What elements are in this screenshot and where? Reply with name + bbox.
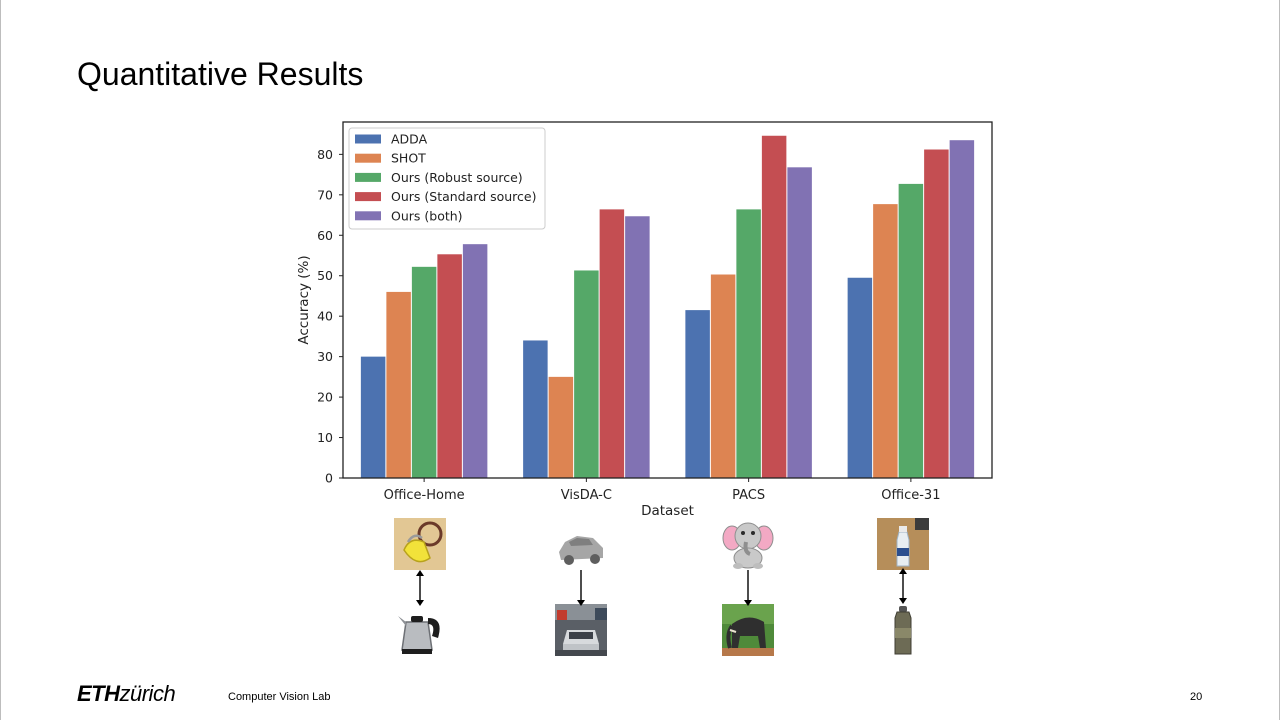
kettle-image bbox=[394, 604, 446, 656]
bar-0-2 bbox=[411, 266, 437, 478]
y-tick-label: 60 bbox=[317, 228, 333, 243]
y-tick-label: 40 bbox=[317, 309, 333, 324]
bar-0-0 bbox=[360, 356, 386, 478]
bar-0-4 bbox=[462, 244, 488, 478]
y-tick-label: 80 bbox=[317, 147, 333, 162]
legend-swatch bbox=[355, 211, 381, 221]
bar-2-3 bbox=[761, 135, 787, 478]
y-axis-label: Accuracy (%) bbox=[296, 255, 312, 344]
y-tick-label: 30 bbox=[317, 349, 333, 364]
down-arrow-icon bbox=[577, 570, 585, 606]
y-tick-label: 10 bbox=[317, 430, 333, 445]
footer-lab-name: Computer Vision Lab bbox=[228, 691, 331, 703]
legend-entry: Ours (both) bbox=[391, 208, 463, 223]
bar-0-3 bbox=[437, 254, 462, 478]
legend-entry: Ours (Standard source) bbox=[391, 189, 537, 204]
legend-swatch bbox=[355, 134, 381, 144]
legend-box bbox=[348, 127, 546, 230]
bar-2-0 bbox=[685, 310, 710, 478]
bar-2-4 bbox=[787, 167, 812, 479]
legend-swatch bbox=[355, 192, 381, 202]
bar-2-2 bbox=[736, 209, 761, 478]
bottle-webcam-image bbox=[877, 518, 929, 570]
plot-frame bbox=[342, 121, 993, 479]
bar-1-4 bbox=[625, 216, 650, 478]
logo-zurich-text: zürich bbox=[119, 681, 176, 706]
bottle-product-image bbox=[877, 604, 929, 656]
car-photo-image bbox=[555, 604, 607, 656]
bar-1-1 bbox=[548, 376, 574, 478]
bar-2-1 bbox=[710, 274, 736, 478]
x-axis-label: Dataset bbox=[641, 503, 694, 519]
lock-image bbox=[394, 518, 446, 570]
bar-3-2 bbox=[898, 183, 924, 479]
x-tick-label: Office-Home bbox=[384, 488, 465, 503]
legend-swatch bbox=[355, 172, 381, 182]
double-arrow-icon bbox=[899, 568, 907, 604]
car-render-image bbox=[555, 518, 607, 570]
slide-border-left bbox=[0, 0, 1, 720]
logo-eth-text: ETH bbox=[77, 681, 120, 706]
bar-0-1 bbox=[386, 291, 411, 478]
double-arrow-icon bbox=[416, 570, 424, 606]
legend-entry: ADDA bbox=[391, 132, 428, 147]
elephant-cartoon-image bbox=[722, 518, 774, 570]
bar-3-0 bbox=[847, 277, 873, 478]
accuracy-bar-chart: 0 10 20 30 40 50 60 70 80 Office-Home VisDA-C PACS O… bbox=[296, 121, 993, 519]
bar-3-3 bbox=[924, 149, 949, 478]
legend-swatch bbox=[355, 153, 381, 163]
y-tick-label: 20 bbox=[317, 390, 333, 405]
page-number: 20 bbox=[1190, 691, 1203, 703]
x-tick-label: Office-31 bbox=[881, 488, 940, 503]
eth-zurich-logo: ETHzürich bbox=[77, 681, 176, 706]
x-tick-label: VisDA-C bbox=[561, 488, 612, 503]
y-tick-label: 0 bbox=[325, 471, 333, 486]
bar-3-4 bbox=[949, 140, 975, 479]
legend-entry: Ours (Robust source) bbox=[391, 170, 523, 185]
bar-1-2 bbox=[574, 270, 599, 478]
x-tick-label: PACS bbox=[732, 488, 765, 503]
down-arrow-icon bbox=[744, 570, 752, 606]
bar-1-0 bbox=[523, 340, 548, 478]
slide-title: Quantitative Results bbox=[77, 56, 364, 92]
bar-1-3 bbox=[599, 209, 625, 478]
bar-3-1 bbox=[873, 204, 898, 478]
y-tick-label: 50 bbox=[317, 268, 333, 283]
y-tick-label: 70 bbox=[317, 187, 333, 202]
elephant-photo-image bbox=[722, 604, 774, 656]
legend-entry: SHOT bbox=[391, 151, 426, 166]
